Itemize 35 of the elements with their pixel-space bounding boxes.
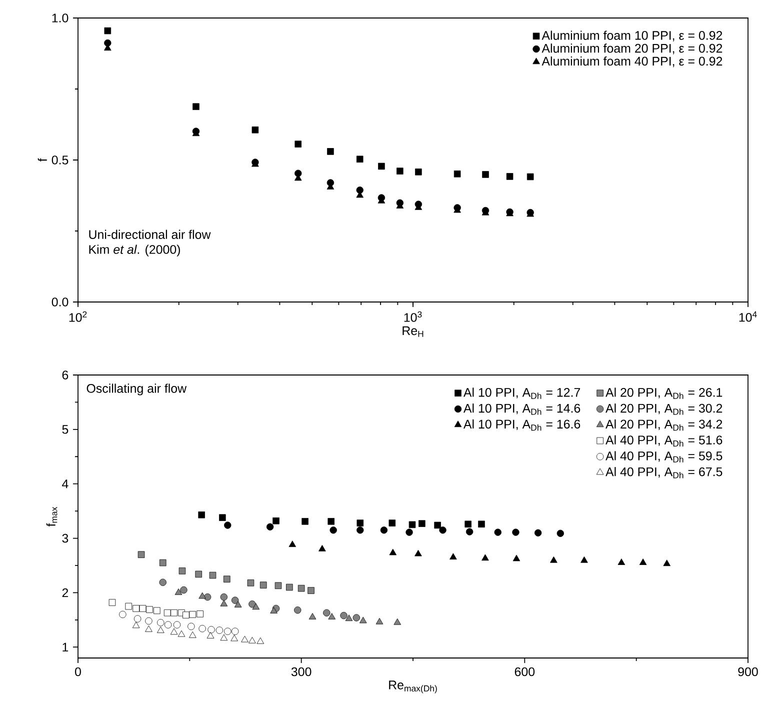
x-tick-label: 10$^{4}$	[739, 311, 757, 322]
annotation: Oscillating air flow	[86, 384, 187, 396]
y-tick-label: 5	[62, 425, 68, 434]
x-tick-label: 300	[291, 667, 312, 676]
y-tick-label: 6	[62, 370, 68, 380]
legend-label: Aluminium foam 20 PPI, ε = 0.92	[542, 44, 722, 54]
legend-label: Al 10 PPI, A$_{Dh}$ = 16.6	[463, 419, 580, 431]
y-tick-label: 1.0	[52, 14, 68, 22]
legend-label: Aluminium foam 40 PPI, ε = 0.92	[542, 56, 722, 68]
y-axis-title: f$_{max}$	[46, 506, 58, 527]
legend-label: Al 20 PPI, A$_{Dh}$ = 26.1	[606, 388, 722, 399]
y-tick-label: 3	[62, 534, 68, 543]
x-tick-label: 900	[738, 667, 758, 676]
legend-label: Al 20 PPI, A$_{Dh}$ = 30.2	[606, 404, 722, 415]
y-tick-label: 0.0	[52, 298, 68, 306]
legend-label: Al 40 PPI, A$_{Dh}$ = 67.5	[606, 467, 722, 478]
annotation: Kim et al. (2000)	[89, 244, 180, 256]
legend-label: Al 10 PPI, A$_{Dh}$ = 12.7	[463, 388, 580, 399]
y-tick-label: 1	[62, 642, 68, 652]
y-axis-title: f	[38, 158, 47, 162]
legend-label: Al 40 PPI, A$_{Dh}$ = 51.6	[606, 435, 722, 447]
annotation: Uni-directional air flow	[89, 230, 211, 239]
x-axis-title: Re$_{H}$	[402, 326, 424, 337]
x-tick-label: 10$^{3}$	[404, 311, 422, 322]
x-tick-label: 0	[75, 667, 81, 676]
y-tick-label: 0.5	[52, 156, 68, 164]
x-tick-label: 600	[514, 667, 535, 676]
x-axis-title: Re$_{max(Dh)}$	[389, 680, 437, 694]
y-tick-label: 4	[62, 480, 68, 488]
legend-label: Al 10 PPI, A$_{Dh}$ = 14.6	[463, 404, 580, 415]
legend-label: Al 40 PPI, A$_{Dh}$ = 59.5	[606, 451, 722, 462]
y-tick-label: 2	[62, 588, 68, 598]
legend-label: Al 20 PPI, A$_{Dh}$ = 34.2	[606, 419, 722, 431]
legend-label: Aluminium foam 10 PPI, ε = 0.92	[542, 30, 722, 42]
x-tick-label: 10$^{2}$	[69, 311, 87, 322]
